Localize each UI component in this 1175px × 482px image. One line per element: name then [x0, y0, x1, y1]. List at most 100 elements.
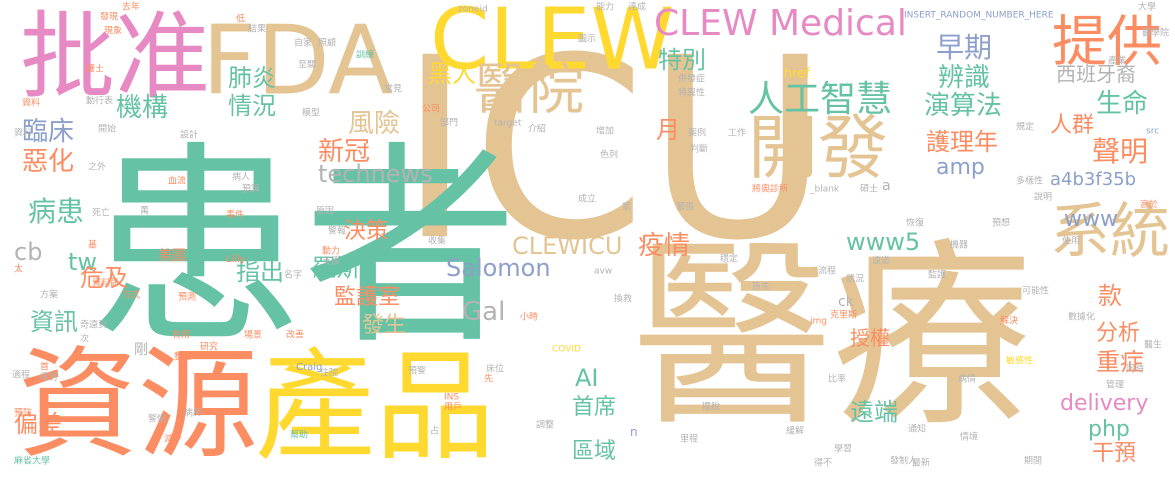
word-med-school: 醫學院: [1142, 28, 1170, 39]
word-clew-medical: CLEW Medical: [654, 3, 907, 44]
word-schedule: 適程: [12, 370, 31, 381]
word-usa: 美國: [158, 248, 186, 264]
word-machine: 機器: [950, 240, 969, 251]
word-tw: tw: [68, 248, 98, 276]
word-technews: technews: [318, 160, 433, 188]
word-useful: 有用: [172, 330, 191, 341]
word-diversity: 多樣性: [1016, 176, 1044, 187]
word-monitor: 監護: [928, 270, 947, 281]
word-clewicu: CLEWICU: [512, 232, 623, 260]
word-avw: avw: [594, 266, 613, 277]
word-israel: 色列: [600, 150, 619, 161]
word-higher: 高於: [1140, 200, 1159, 211]
word-delivery: delivery: [1060, 391, 1149, 416]
word-region: 區域: [572, 439, 617, 464]
word-start: 開始: [98, 124, 117, 135]
word-stable: 穩定: [720, 254, 739, 265]
word-training: 訓練: [356, 50, 375, 61]
word-a: a: [882, 178, 891, 194]
word-insert-random: INSERT_RANDOM_NUMBER_HERE: [904, 10, 1054, 21]
word-icu: ICU: [398, 4, 830, 295]
word-point-out: 指出: [236, 258, 284, 286]
word-ai: AI: [575, 364, 599, 392]
word-rid: 擺脫: [702, 402, 721, 413]
word-milestone: 里程: [680, 434, 699, 445]
word-achieve: 達成: [628, 2, 647, 13]
word-nurse: 護士: [86, 64, 105, 75]
word-predict: 預測: [178, 292, 197, 303]
word-doctor: 醫生: [1144, 340, 1163, 351]
word-covid-upper: COVID: [552, 344, 581, 355]
word-alarm: 警報: [328, 226, 347, 237]
word-ratio: 比率: [828, 374, 847, 385]
word-covid: 新冠: [318, 137, 371, 167]
word-ability: 能力: [596, 2, 615, 13]
word-care: 照顧: [318, 38, 337, 49]
word-clinical: 臨床: [22, 117, 75, 147]
word-approve: 批准: [20, 2, 211, 113]
word-patient-sm: 病人: [232, 172, 251, 183]
word-introduce: 介紹: [528, 124, 547, 135]
word-increase: 增加: [596, 126, 615, 137]
word-zoneid: zoneid: [458, 4, 488, 15]
word-a4b3f35b: a4b3f35b: [1050, 169, 1137, 190]
word-medical: 醫療: [632, 221, 1033, 454]
word-monitor-room: 監護室: [334, 285, 401, 310]
word-patient: 患者: [88, 122, 518, 374]
word-last-year: 去年: [122, 2, 141, 13]
word-times: 次: [80, 334, 90, 345]
word-lilly: Lilly: [226, 254, 246, 265]
word-php: php: [1088, 417, 1130, 442]
word-system: 系統: [1050, 197, 1170, 267]
word-rule: 規定: [1016, 122, 1035, 133]
word-judge: 判斷: [690, 144, 709, 155]
word-originally: 原先: [752, 282, 771, 293]
word-sick: 病患: [28, 195, 85, 228]
word-amp: amp: [936, 155, 985, 180]
word-occupy: 占: [430, 426, 440, 437]
word-motive: 動力: [322, 246, 341, 257]
word-must: 得不: [814, 458, 833, 469]
word-relieve: 緩解: [786, 426, 805, 437]
word-pneumonia: 肺炎: [228, 64, 276, 92]
word-solve: 解決: [1000, 316, 1019, 327]
word-budget: 預算: [242, 184, 261, 195]
word-far: 遠道: [872, 256, 891, 267]
word-pandemic: 疫情: [638, 231, 691, 261]
word-complication: 併發症: [678, 74, 706, 85]
word-hispanic: 西班牙裔: [1056, 62, 1136, 86]
word-phenomenon: 現象: [104, 26, 123, 37]
word-action-table: 動行表: [86, 96, 114, 107]
word-gal: Gal: [462, 297, 506, 327]
word-ten-k: 萬: [140, 206, 150, 217]
word-scene: 場景: [244, 330, 263, 341]
word-work: 工作: [728, 128, 747, 139]
word-ward: 病房: [184, 408, 203, 419]
word-strange: 奇遠到: [80, 320, 108, 331]
word-collect: 收集: [428, 236, 447, 247]
word-img: img: [810, 316, 827, 327]
word-data-node: 資料節: [92, 278, 120, 289]
word-information: 資訊: [30, 308, 78, 336]
word-hour: 小時: [520, 312, 539, 323]
word-learn: 學習: [834, 444, 853, 455]
word-bias: 偏差: [14, 410, 62, 438]
word-first: 先: [484, 374, 494, 385]
word-ai-wisdom: 人工智慧: [748, 79, 893, 120]
word-href: href: [784, 66, 810, 82]
word-critical: 重症: [1096, 348, 1144, 376]
word-research: 研究: [200, 342, 219, 353]
word-chris: 克里斯: [830, 310, 858, 321]
word-possibility: 可能性: [1022, 286, 1050, 297]
word-risk: 風險: [348, 109, 401, 139]
word-just: 剛: [134, 342, 148, 358]
word-rescue: 換救: [614, 294, 633, 305]
word-worsen: 惡化: [22, 147, 75, 177]
word-salomon: Salomon: [446, 254, 551, 282]
word-too: 太: [14, 264, 24, 275]
word-forecast: 預想: [992, 218, 1011, 229]
word-fatigue: 疲勞: [40, 372, 59, 383]
word-intervene: 干預: [1092, 441, 1137, 466]
word-establish: 成立: [578, 194, 597, 205]
word-condition: 病情: [958, 374, 977, 385]
